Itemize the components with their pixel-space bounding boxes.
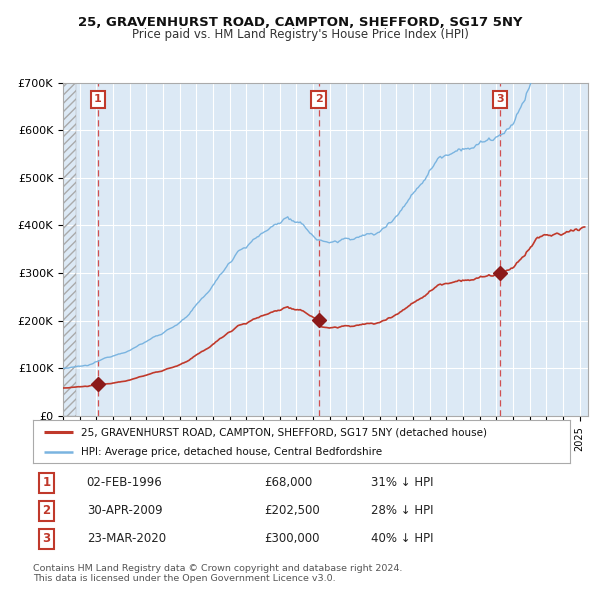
Text: Contains HM Land Registry data © Crown copyright and database right 2024.
This d: Contains HM Land Registry data © Crown c… (33, 563, 403, 583)
Text: £68,000: £68,000 (264, 477, 312, 490)
Text: 31% ↓ HPI: 31% ↓ HPI (371, 477, 434, 490)
Text: 25, GRAVENHURST ROAD, CAMPTON, SHEFFORD, SG17 5NY: 25, GRAVENHURST ROAD, CAMPTON, SHEFFORD,… (78, 16, 522, 29)
Text: 02-FEB-1996: 02-FEB-1996 (87, 477, 163, 490)
Text: 25, GRAVENHURST ROAD, CAMPTON, SHEFFORD, SG17 5NY (detached house): 25, GRAVENHURST ROAD, CAMPTON, SHEFFORD,… (82, 427, 487, 437)
Text: 1: 1 (43, 477, 50, 490)
Text: 30-APR-2009: 30-APR-2009 (87, 504, 163, 517)
Text: 40% ↓ HPI: 40% ↓ HPI (371, 532, 434, 545)
Text: 28% ↓ HPI: 28% ↓ HPI (371, 504, 434, 517)
Text: 2: 2 (43, 504, 50, 517)
Text: 3: 3 (496, 94, 504, 104)
Text: 3: 3 (43, 532, 50, 545)
Text: 1: 1 (94, 94, 102, 104)
Text: £202,500: £202,500 (264, 504, 320, 517)
Text: 2: 2 (314, 94, 322, 104)
Text: HPI: Average price, detached house, Central Bedfordshire: HPI: Average price, detached house, Cent… (82, 447, 382, 457)
Bar (63, 83, 76, 416)
Text: £300,000: £300,000 (264, 532, 319, 545)
Text: Price paid vs. HM Land Registry's House Price Index (HPI): Price paid vs. HM Land Registry's House … (131, 28, 469, 41)
Text: 23-MAR-2020: 23-MAR-2020 (87, 532, 166, 545)
